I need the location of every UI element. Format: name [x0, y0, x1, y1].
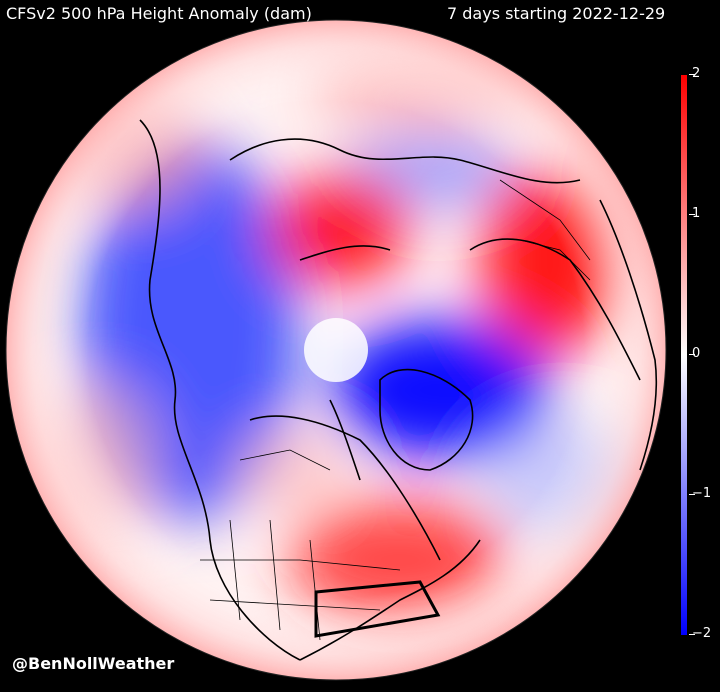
colorbar [680, 74, 688, 636]
state-borders [200, 179, 591, 641]
map-title: CFSv2 500 hPa Height Anomaly (dam) [6, 4, 312, 23]
colorbar-tick [689, 214, 695, 215]
colorbar-tick-label: 2 [692, 66, 701, 81]
colorbar-tick-label: 0 [692, 346, 701, 361]
colorbar-tick-label: −1 [692, 486, 712, 501]
colorbar-tick-label: −2 [692, 626, 712, 641]
coastlines [139, 119, 658, 661]
colorbar-tick [689, 74, 695, 75]
north-pole [304, 318, 368, 382]
period-label: 7 days starting 2022-12-29 [447, 4, 666, 23]
colorbar-tick [689, 494, 695, 495]
colorbar-tick [689, 634, 695, 635]
anomaly-field [6, 20, 666, 680]
credit-label: @BenNollWeather [12, 654, 175, 673]
highlighted-region-box [314, 580, 441, 638]
colorbar-tick-label: 1 [692, 206, 701, 221]
greenland-outline [379, 368, 474, 471]
colorbar-tick [689, 354, 695, 355]
